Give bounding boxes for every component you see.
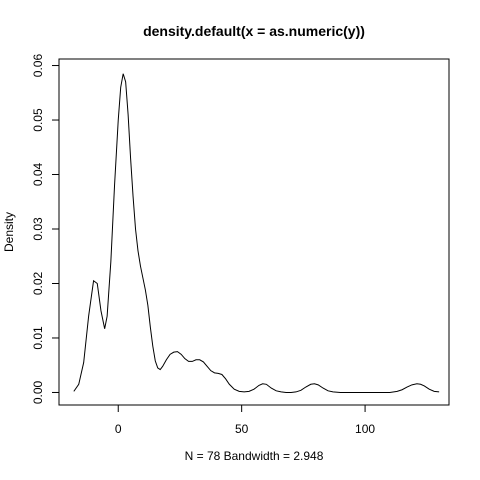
y-axis-label: Density <box>2 212 16 252</box>
x-axis: 0 50 100 <box>115 404 375 436</box>
y-tick-label: 0.05 <box>31 108 45 132</box>
x-tick-label: 0 <box>115 422 122 436</box>
x-axis-label: N = 78 Bandwidth = 2.948 <box>185 449 324 463</box>
plot-box <box>58 58 450 406</box>
y-tick-label: 0.00 <box>31 380 45 404</box>
x-tick-label: 100 <box>355 422 375 436</box>
y-tick-label: 0.04 <box>31 163 45 187</box>
y-axis: 0.00 0.01 0.02 0.03 0.04 0.05 0.06 <box>31 54 60 404</box>
y-tick-label: 0.02 <box>31 271 45 295</box>
y-tick-label: 0.01 <box>31 326 45 350</box>
density-line <box>73 73 440 393</box>
chart-title: density.default(x = as.numeric(y)) <box>143 23 365 39</box>
y-tick-label: 0.03 <box>31 217 45 241</box>
x-tick-label: 50 <box>235 422 249 436</box>
y-tick-label: 0.06 <box>31 54 45 78</box>
